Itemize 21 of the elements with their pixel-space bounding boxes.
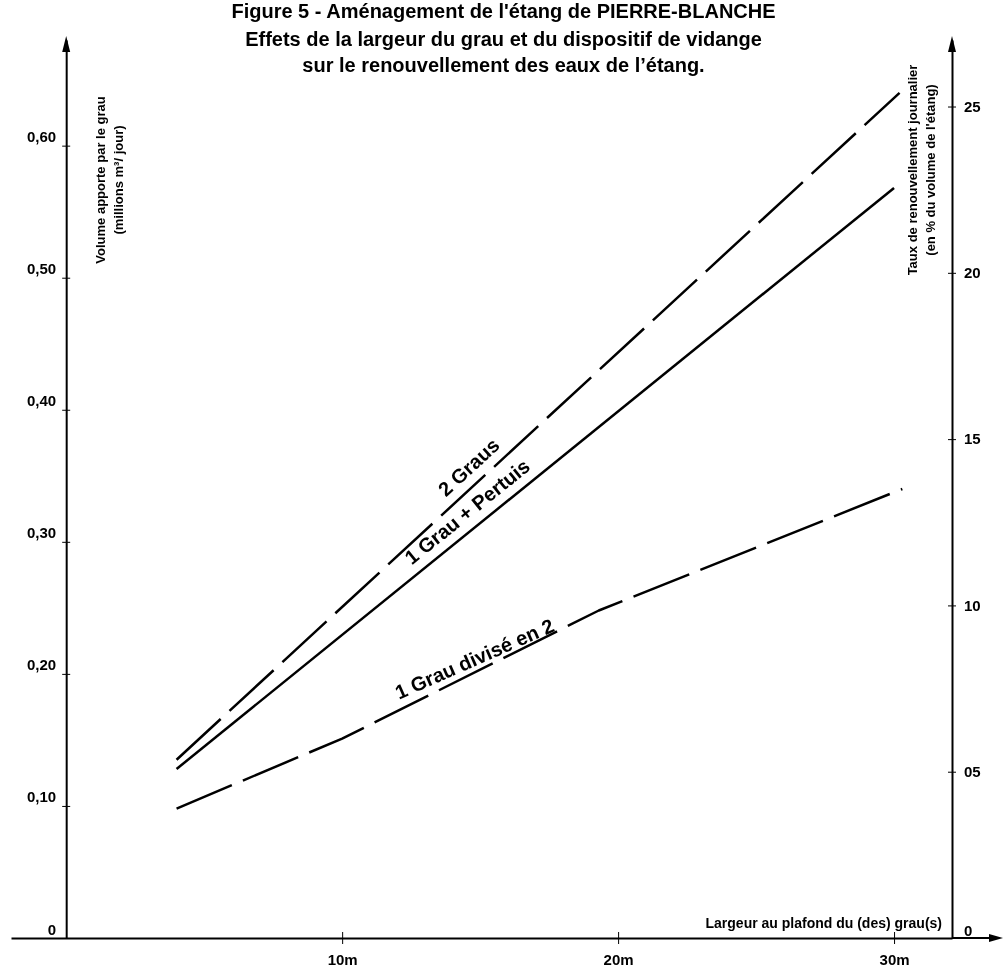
y-tick-label: 0,20	[26, 656, 57, 674]
y2-tick-label: 15	[964, 430, 981, 448]
y2-tick-label: 0	[964, 921, 973, 939]
x-tick-label: 20m	[603, 951, 634, 968]
y2-tick-label: 10	[964, 596, 981, 614]
x-tick-label: 30m	[879, 951, 910, 968]
y-tick-label: 0,30	[26, 524, 57, 542]
chart-subtitle: Effets de la largeur du grau et du dispositif de vidange sur le renouvellement des eaux de l’étang.	[245, 28, 762, 76]
chart-title: Figure 5 - Aménagement de l'étang de PIERRE-BLANCHE	[231, 0, 776, 22]
y-tick-label: 0,60	[26, 128, 57, 146]
x-axis-title: Largeur au plafond du (des) grau(s)	[705, 915, 942, 931]
y2-axis-title: Taux de renouvellement journalier (en % du volume de l'étang)	[905, 64, 938, 276]
y-tick-label: 0,50	[26, 260, 57, 278]
y-axis-title: Volume apporte par le grau (millions m³/ jour)	[93, 96, 126, 264]
y-tick-label: 0	[47, 920, 57, 938]
y2-tick-label: 20	[964, 264, 981, 282]
y-tick-label: 0,40	[26, 392, 57, 410]
y2-tick-label: 25	[964, 97, 981, 115]
y-tick-label: 0,10	[26, 788, 57, 806]
y2-tick-label: 05	[964, 763, 981, 780]
x-tick-label: 10m	[327, 951, 358, 968]
